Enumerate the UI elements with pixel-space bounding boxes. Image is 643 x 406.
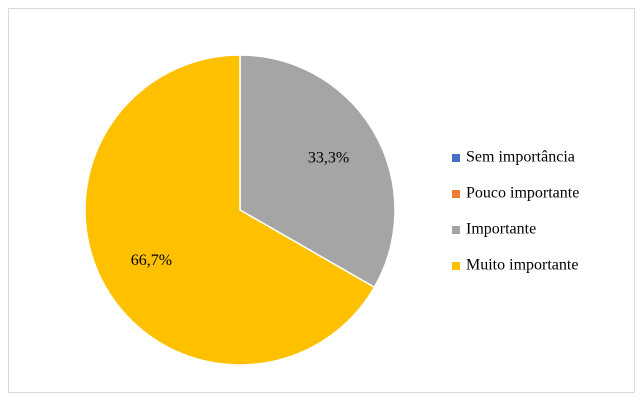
legend-label: Muito importante [466,257,578,274]
legend-swatch [452,226,460,234]
data-label: 66,7% [131,252,172,269]
legend-swatch [452,262,460,270]
legend-swatch [452,190,460,198]
legend-label: Importante [466,221,536,238]
data-label: 33,3% [308,149,349,166]
pie-slice [84,54,376,366]
legend-label: Sem importância [466,149,575,166]
pie-slice [239,54,396,289]
legend-label: Pouco importante [466,185,579,202]
legend-swatch [452,154,460,162]
